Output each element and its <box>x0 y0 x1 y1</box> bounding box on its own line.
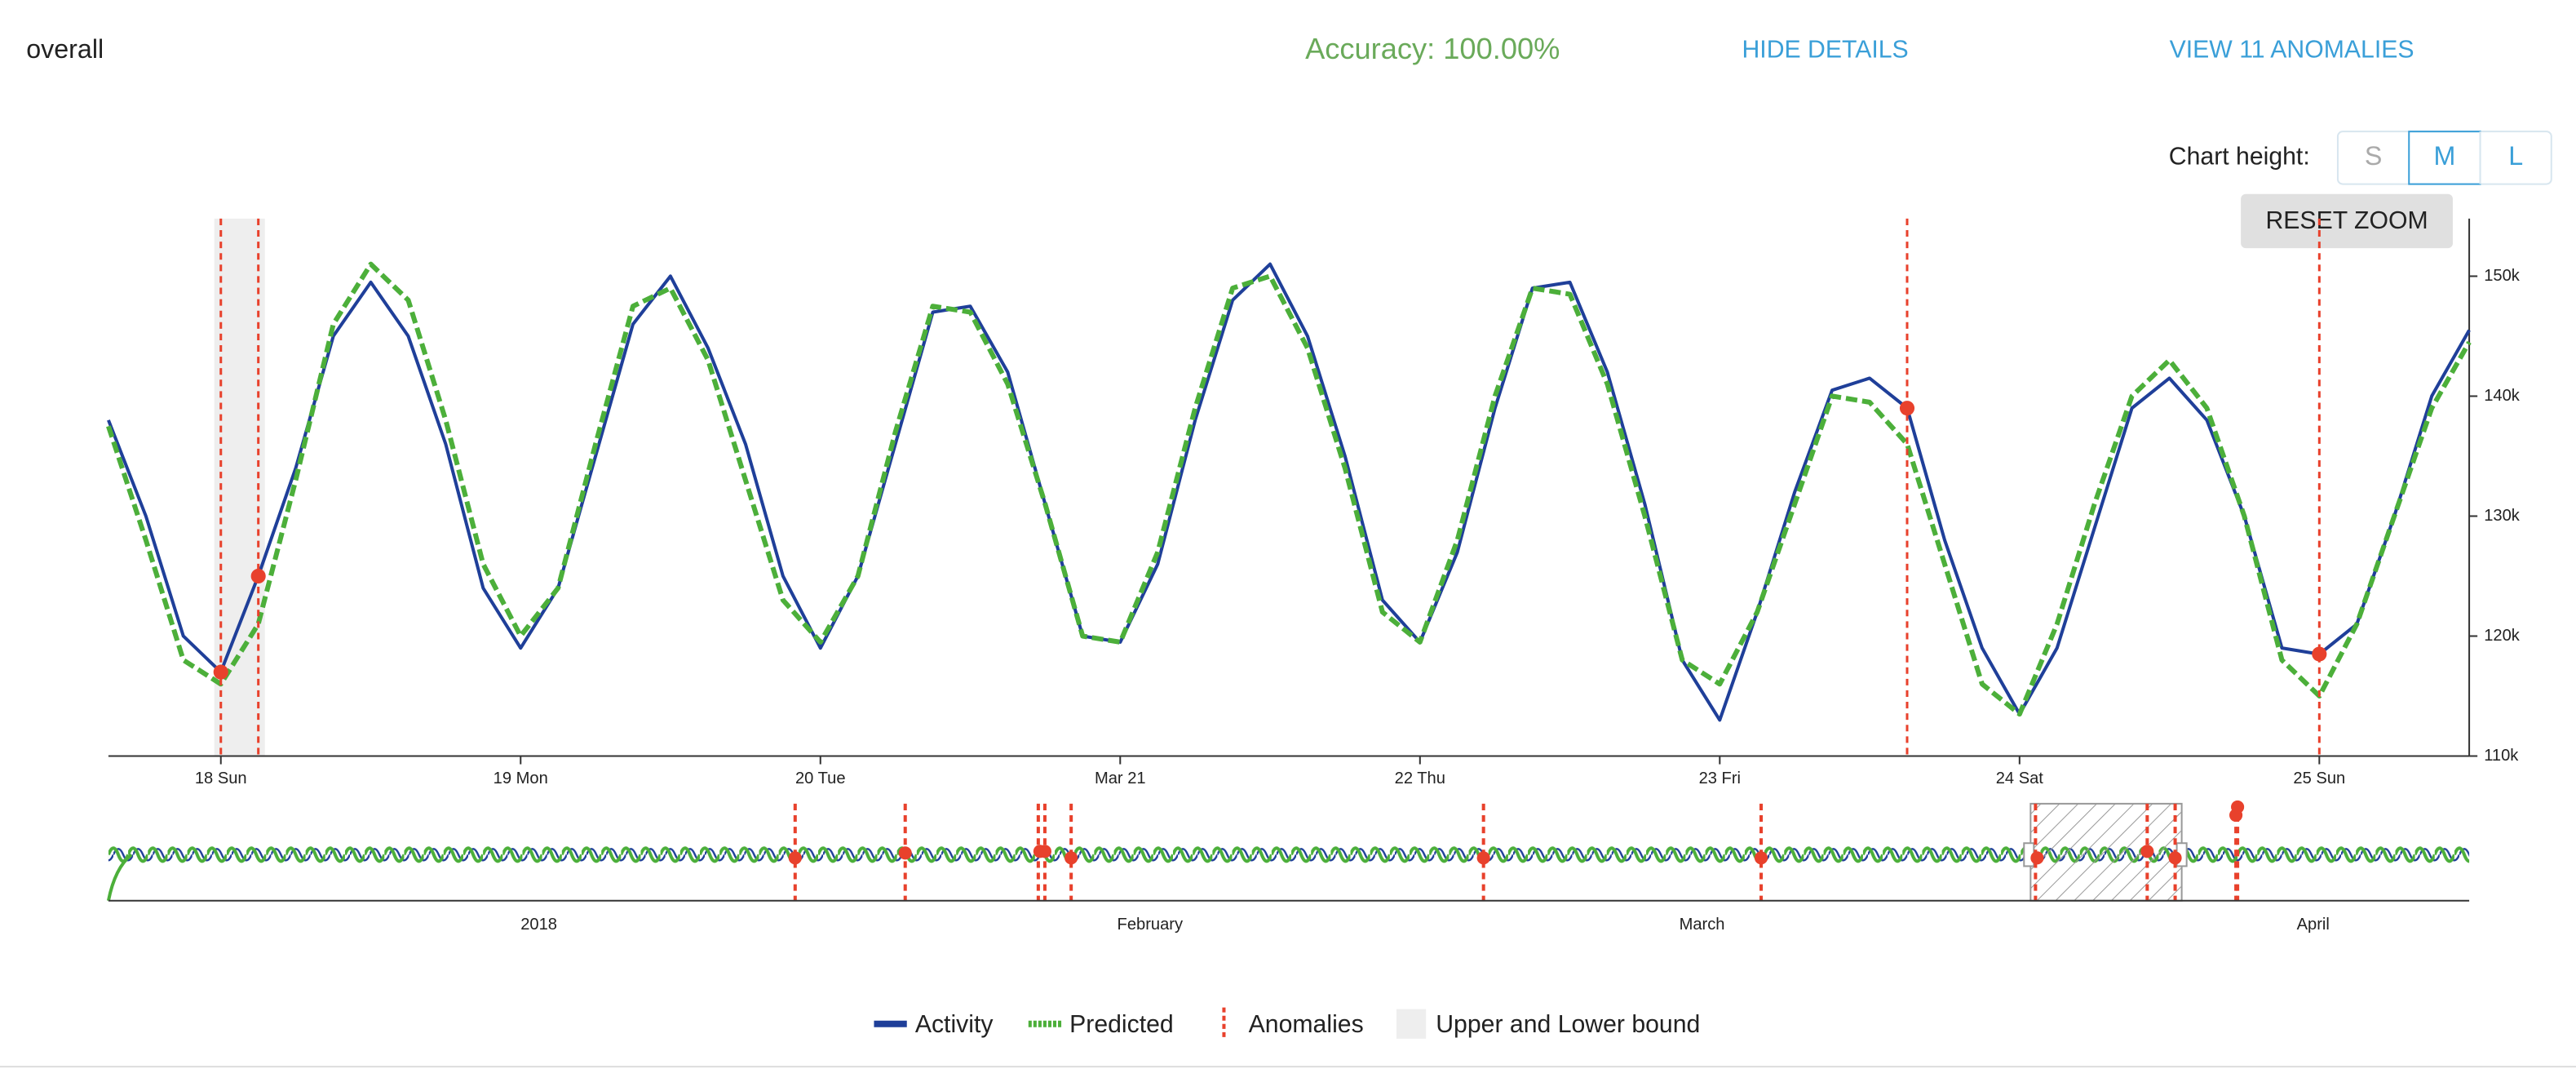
legend-swatch <box>1396 1009 1427 1039</box>
size-button[interactable]: S <box>2365 141 2383 171</box>
y-tick-label: 150k <box>2484 267 2521 285</box>
navigator <box>106 800 2470 902</box>
x-tick-label: 25 Sun <box>2293 770 2345 787</box>
legend-label[interactable]: Activity <box>915 1011 994 1038</box>
accuracy: Accuracy: 100.00% <box>1305 32 1560 65</box>
legend-label[interactable]: Anomalies <box>1249 1011 1364 1038</box>
size-button[interactable]: M <box>2433 141 2455 171</box>
navigator-label: 2018 <box>520 916 557 934</box>
x-tick-label: Mar 21 <box>1095 770 1146 787</box>
reset-zoom-button[interactable] <box>2241 193 2453 249</box>
page-title: overall <box>26 34 104 64</box>
navigator-label: February <box>1118 916 1184 934</box>
navigator-selection[interactable] <box>2029 802 2183 902</box>
legend: Activity Predicted Anomalies Upper and Lowe… <box>874 1007 1700 1040</box>
series-line <box>107 262 2471 722</box>
x-tick-label: 19 Mon <box>494 770 548 787</box>
anomaly-dot <box>213 664 228 680</box>
navigator-anomaly-dots <box>788 800 2245 865</box>
anomaly-dot <box>1899 401 1915 416</box>
anomaly-dot <box>2312 646 2327 662</box>
anomaly-dot <box>250 568 266 584</box>
legend-label[interactable]: Upper and Lower bound <box>1436 1011 1700 1038</box>
series-line <box>106 261 2472 717</box>
x-tick-label: 23 Fri <box>1699 770 1741 787</box>
hide-details-link[interactable]: HIDE DETAILS <box>1742 36 1908 63</box>
x-tick-label: 24 Sat <box>1996 770 2044 787</box>
chart-height-label: Chart height: <box>2169 143 2310 170</box>
size-button[interactable]: L <box>2508 141 2523 171</box>
x-tick-label: 18 Sun <box>195 770 247 787</box>
x-tick-label: 22 Thu <box>1395 770 1445 787</box>
y-tick-label: 110k <box>2484 747 2519 765</box>
navigator-start <box>106 853 133 902</box>
navigator-label: March <box>1680 916 1725 934</box>
navigator-label: April <box>2297 916 2330 934</box>
legend-label[interactable]: Predicted <box>1069 1011 1174 1038</box>
y-tick-label: 130k <box>2484 507 2521 525</box>
y-tick-label: 120k <box>2484 627 2521 645</box>
y-tick-label: 140k <box>2484 387 2521 405</box>
x-tick-label: 20 Tue <box>795 770 846 787</box>
reset-zoom-label[interactable]: RESET ZOOM <box>2265 207 2428 234</box>
view-anomalies-link[interactable]: VIEW 11 ANOMALIES <box>2170 36 2414 63</box>
plot: 110k 120k 130k 140k 150k 18 Sun 19 Mon 20 Tue Ma… <box>106 218 2521 787</box>
